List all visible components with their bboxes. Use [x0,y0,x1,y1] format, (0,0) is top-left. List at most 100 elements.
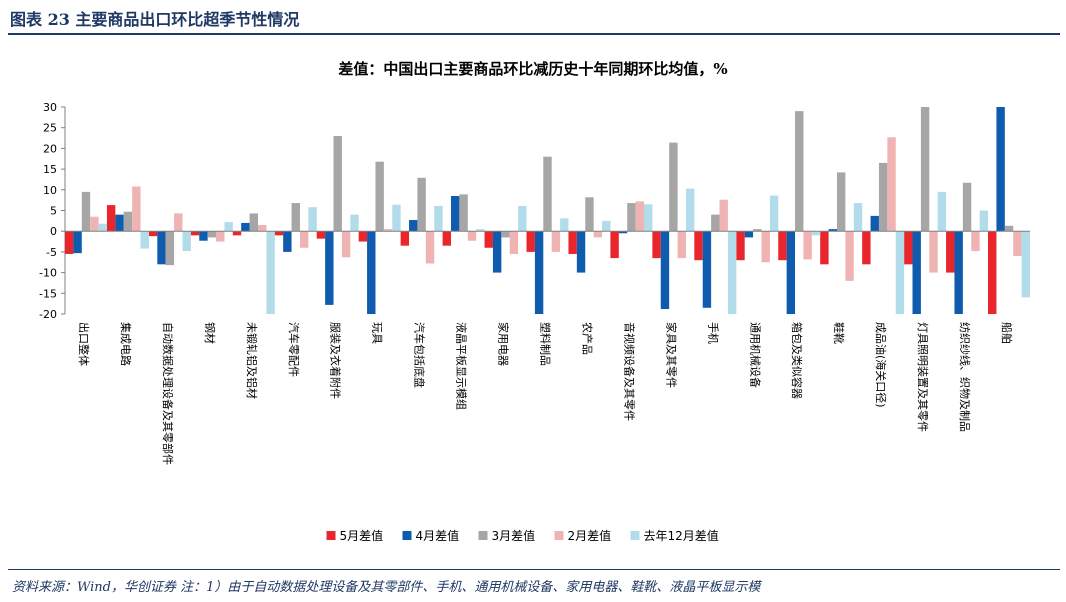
legend-swatch [554,531,564,540]
bar [492,231,502,273]
x-tick-label: 家用电器 [497,322,511,366]
x-tick-label: 汽车包括底盘 [413,322,427,388]
bar [501,231,510,238]
legend-label: 去年12月差值 [644,528,719,543]
bar [1013,231,1022,257]
y-tick-label: 0 [50,225,57,238]
bar [442,231,451,246]
series-5 [98,188,1031,314]
bar [333,135,342,232]
bar [853,203,863,232]
bar [962,182,972,232]
bar [266,231,275,314]
bar [207,231,217,238]
legend-label: 3月差值 [492,528,536,543]
bar [450,196,460,232]
bar [711,214,720,232]
x-tick-label: 汽车零配件 [287,322,301,377]
bar [509,231,519,254]
bar [98,223,107,232]
bar [870,215,879,232]
legend-swatch [630,531,640,540]
legend: 5月差值 4月差值 3月差值 2月差值 去年12月差值 [326,528,719,543]
bar [862,231,871,265]
x-tick-label: 液晶平板显示模组 [455,322,469,410]
x-tick-label: 家具及其零件 [664,322,678,388]
bar [341,231,351,258]
y-tick-label: 20 [43,142,57,155]
series-4 [90,137,1022,281]
bar [988,231,997,314]
bar [920,107,930,232]
x-tick-label: 手机 [706,322,720,344]
bar [602,220,611,232]
bar-chart: 差值：中国出口主要商品环比减历史十年同期环比均值，% -20 -15 -10 -5 0 5… [39,60,1031,543]
bar [434,205,443,232]
bar [383,229,393,232]
bar [375,161,384,232]
bar [635,201,645,232]
bar [845,231,854,281]
x-tick-label: 玩具 [371,322,384,344]
x-tick-label: 自动数据处理设备及其零部件 [161,322,175,465]
bar [836,172,846,232]
bar [660,231,670,310]
y-tick-label: -20 [39,308,57,321]
x-tick-label: 灯具照明装置及其零件 [916,322,929,432]
bar [199,231,208,241]
bar [140,231,149,249]
y-tick-label: -5 [46,246,57,259]
y-tick-label: 10 [43,184,57,197]
bar [761,231,770,263]
bar [795,111,804,232]
bar [484,231,493,248]
bar [878,162,888,232]
bar [937,191,947,232]
bar [182,231,191,252]
bar [593,231,603,238]
x-tick-label: 塑料制品 [539,322,553,366]
bar [929,231,938,273]
bar [887,137,896,232]
bar [811,231,821,236]
bar [736,231,745,261]
bar [551,231,561,252]
bar [316,231,326,239]
bar [904,231,913,265]
bar [568,231,577,254]
bar [576,231,586,273]
bar [190,231,200,236]
bar [232,231,242,236]
bar [400,231,410,246]
bar [971,231,980,252]
x-tick-label: 音视频设备及其零件 [622,322,636,421]
legend-swatch [478,531,488,540]
bar [820,231,829,265]
bar [719,199,728,232]
bar [350,214,359,232]
footer-divider [8,569,1060,570]
bar [727,231,737,314]
bar [677,231,686,259]
series-3 [81,107,1014,266]
y-tick-label: 5 [50,205,57,218]
bar [467,231,477,241]
x-tick-label: 船舶 [1000,322,1014,344]
bar [123,211,133,232]
bar [417,177,426,232]
bar [224,222,233,232]
bar [543,156,552,232]
bar [64,231,74,254]
bar [652,231,661,259]
x-tick-label: 集成电路 [119,322,133,366]
legend-swatch [402,531,412,540]
bar [299,231,309,248]
bar [644,204,653,232]
bar [669,142,678,232]
bar [367,231,376,314]
bar [409,220,418,232]
bar [912,231,921,314]
bar [81,191,91,232]
y-tick-label: 30 [43,101,57,114]
legend-label: 5月差值 [340,528,384,543]
